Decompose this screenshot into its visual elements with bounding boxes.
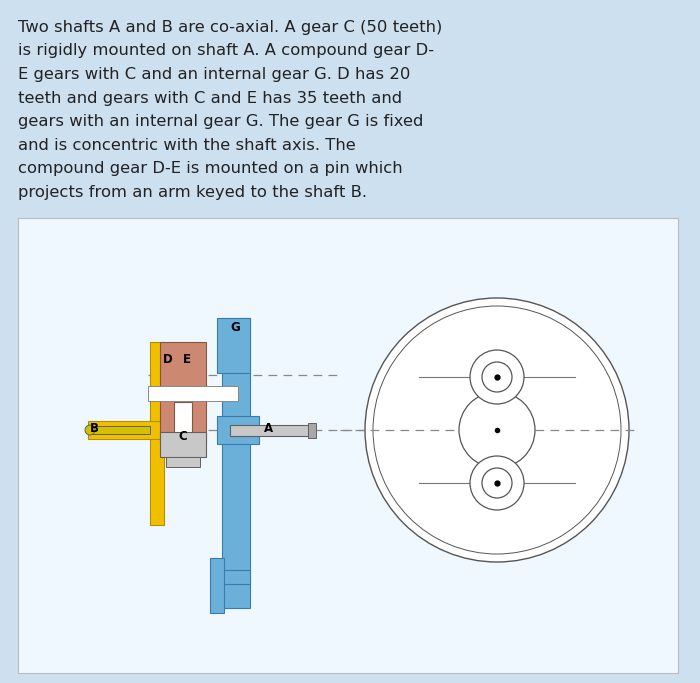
Bar (210, 558, 224, 613)
Bar (160, 432, 206, 457)
Text: D: D (163, 353, 173, 366)
Circle shape (482, 362, 512, 392)
Bar (217, 318, 250, 373)
Bar (88, 426, 150, 434)
Bar (160, 342, 206, 444)
Circle shape (470, 456, 524, 510)
Text: projects from an arm keyed to the shaft B.: projects from an arm keyed to the shaft … (18, 184, 367, 199)
Bar (18, 218, 678, 673)
Text: E: E (183, 353, 191, 366)
Circle shape (365, 298, 629, 562)
Bar (174, 402, 192, 444)
Text: Two shafts A and B are co-axial. A gear C (50 teeth): Two shafts A and B are co-axial. A gear … (18, 20, 442, 35)
Text: and is concentric with the shaft axis. The: and is concentric with the shaft axis. T… (18, 137, 356, 152)
Circle shape (482, 468, 512, 498)
Circle shape (85, 425, 95, 435)
Text: C: C (178, 430, 188, 443)
Text: A: A (263, 421, 272, 434)
Bar (150, 342, 164, 525)
Text: is rigidly mounted on shaft A. A compound gear D-: is rigidly mounted on shaft A. A compoun… (18, 44, 434, 59)
Bar (166, 457, 200, 467)
Text: E gears with C and an internal gear G. D has 20: E gears with C and an internal gear G. D… (18, 67, 410, 82)
Bar (230, 425, 312, 436)
Bar (308, 423, 316, 438)
Circle shape (459, 392, 535, 468)
Circle shape (470, 350, 524, 404)
Bar (222, 570, 250, 584)
Text: teeth and gears with C and E has 35 teeth and: teeth and gears with C and E has 35 teet… (18, 91, 402, 105)
Text: B: B (90, 421, 99, 434)
Bar (217, 416, 259, 444)
Bar (88, 421, 162, 439)
Text: compound gear D-E is mounted on a pin which: compound gear D-E is mounted on a pin wh… (18, 161, 402, 176)
Circle shape (373, 306, 621, 554)
Text: G: G (230, 321, 240, 334)
Bar (148, 386, 238, 401)
Text: gears with an internal gear G. The gear G is fixed: gears with an internal gear G. The gear … (18, 114, 423, 129)
Bar (222, 318, 250, 608)
